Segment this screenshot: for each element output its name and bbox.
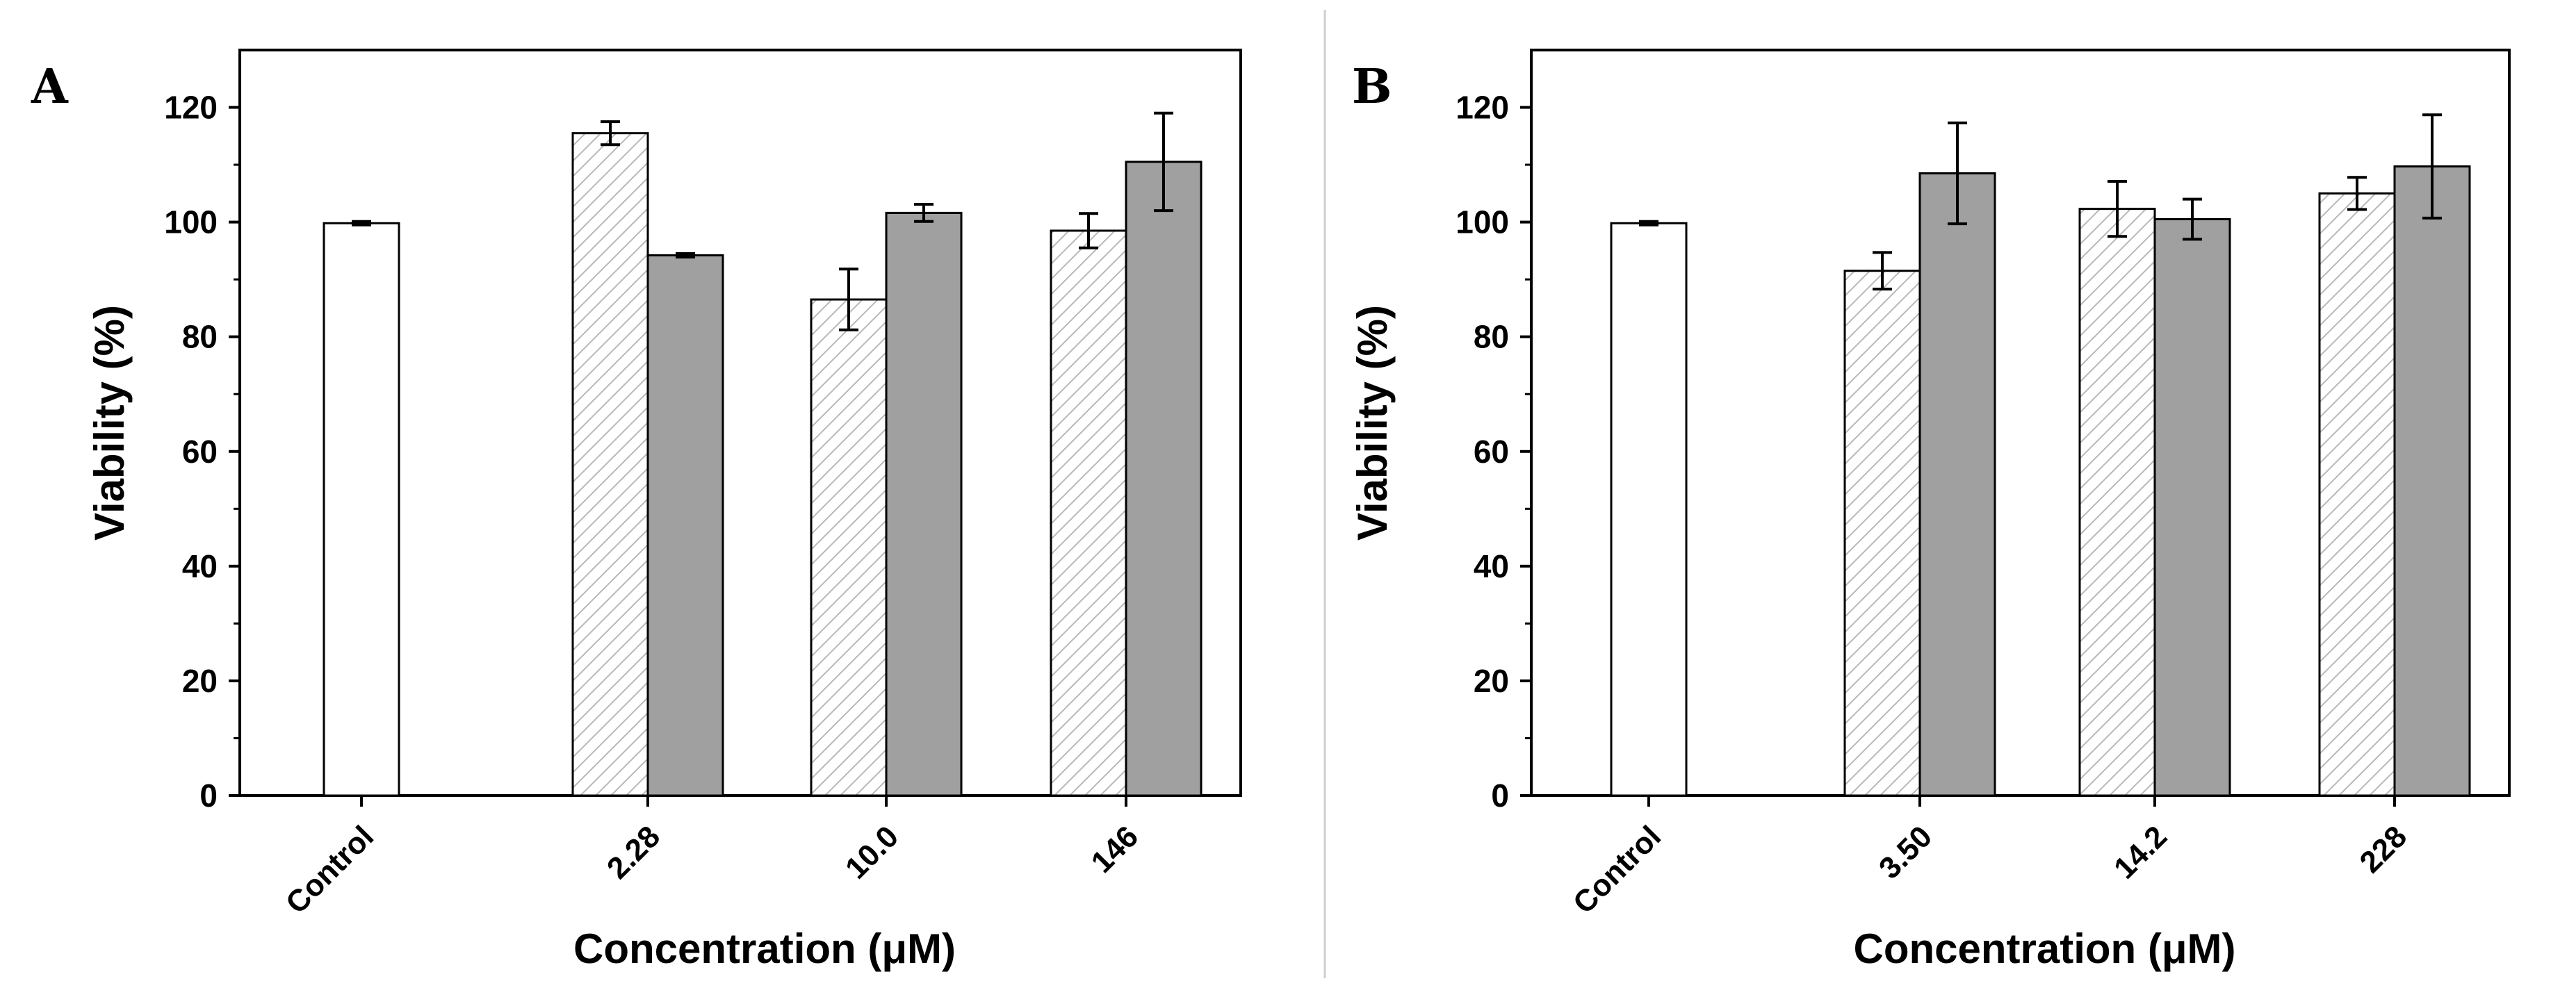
bar-hatched — [1843, 270, 1921, 797]
x-axis-title: Concentration (μM) — [1854, 925, 2236, 972]
plot-frame — [1530, 49, 2511, 797]
y-tick-label: 40 — [1474, 548, 1509, 584]
x-axis-title: Concentration (μM) — [573, 925, 956, 972]
bar-hatched — [571, 132, 649, 797]
error-bar-hatched — [2347, 176, 2367, 211]
x-tick-label: 146 — [1085, 819, 1146, 880]
x-tick-label: 2.28 — [601, 819, 667, 885]
panel-letter: B — [1352, 59, 1392, 115]
x-tick-label: 3.50 — [1873, 819, 1939, 885]
error-bar-gray — [2422, 113, 2442, 220]
y-tick-label: 0 — [199, 777, 218, 814]
y-tick-label: 60 — [182, 434, 218, 470]
y-tick-label: 0 — [1491, 777, 1509, 814]
error-bar-gray — [676, 252, 695, 258]
error-bar-hatched — [601, 120, 620, 147]
y-tick-label: 80 — [1474, 319, 1509, 355]
x-tick-label: Control — [1567, 819, 1668, 920]
bar-control — [323, 222, 400, 797]
y-tick-label: 40 — [182, 548, 218, 584]
error-bar-gray — [914, 203, 934, 223]
error-bar-control — [352, 220, 371, 227]
error-bar-hatched — [1873, 251, 1892, 291]
error-bar-gray — [1948, 121, 1967, 226]
x-tick-label: 228 — [2354, 819, 2414, 880]
y-tick-label: 20 — [1474, 663, 1509, 699]
bar-gray — [2393, 165, 2471, 797]
error-bar-gray — [2183, 197, 2202, 241]
bar-control — [1610, 222, 1688, 797]
y-tick-label: 100 — [164, 204, 218, 240]
bar-gray — [1918, 172, 1996, 797]
y-tick-label: 20 — [182, 663, 218, 699]
error-bar-hatched — [2108, 180, 2127, 238]
plot-frame — [238, 49, 1242, 797]
y-tick-label: 120 — [164, 90, 218, 126]
y-tick-label: 60 — [1474, 434, 1509, 470]
bar-gray — [2153, 217, 2231, 797]
bar-hatched — [2078, 208, 2156, 797]
bar-hatched — [2318, 192, 2396, 797]
bar-gray — [1125, 160, 1203, 797]
bar-gray — [646, 254, 724, 797]
y-axis-title: Viability (%) — [86, 305, 133, 541]
error-bar-control — [1639, 220, 1658, 227]
x-tick-label: 14.2 — [2108, 819, 2174, 885]
y-tick-label: 120 — [1456, 90, 1509, 126]
bar-hatched — [1050, 229, 1127, 797]
bar-gray — [885, 211, 963, 797]
y-axis-title: Viability (%) — [1349, 305, 1396, 541]
x-tick-label: Control — [279, 819, 380, 920]
error-bar-gray — [1154, 111, 1173, 213]
y-tick-label: 80 — [182, 319, 218, 355]
y-tick-label: 100 — [1456, 204, 1509, 240]
error-bar-hatched — [1079, 212, 1098, 249]
panel-letter: A — [31, 59, 69, 115]
x-tick-label: 10.0 — [839, 819, 905, 885]
panel-a: A 0 20 40 60 80 100 120 Viability (%) Concentrati… — [31, 49, 1242, 972]
error-bar-hatched — [839, 267, 858, 331]
panel-b: B 0 20 40 60 80 100 120 Viability (%) Concentrati… — [1349, 49, 2511, 972]
bar-hatched — [810, 298, 888, 797]
